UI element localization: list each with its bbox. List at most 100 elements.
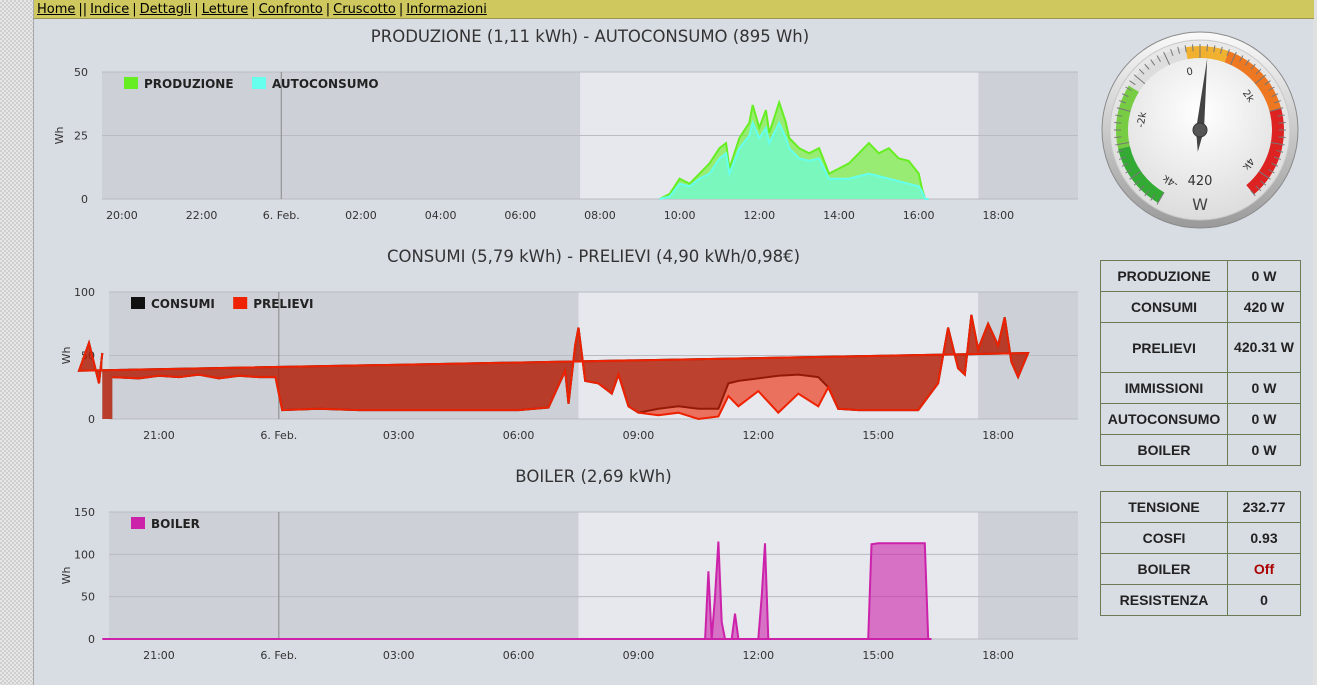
gauge-tick [1226, 49, 1230, 56]
gauge-tick [1213, 45, 1216, 53]
x-tick-label: 20:00 [106, 209, 138, 222]
row-value: 0 W [1227, 372, 1301, 404]
series-line-autoconsumo [659, 119, 929, 200]
table-row-tensione: TENSIONE 232.77 [1100, 491, 1301, 523]
legend-swatch-consumi[interactable] [131, 297, 145, 309]
row-label: AUTOCONSUMO [1100, 403, 1228, 435]
gauge-tick [1278, 122, 1286, 124]
legend-swatch-prelievi[interactable] [233, 297, 248, 309]
x-tick-label: 12:00 [742, 649, 774, 662]
legend-swatch-produzione[interactable] [124, 77, 138, 89]
gauge-tick [1184, 45, 1187, 53]
y-axis-label: Wh [60, 567, 73, 585]
x-tick-label: 09:00 [623, 429, 655, 442]
row-label: BOILER [1100, 553, 1228, 585]
table-row-immissioni: IMMISSIONI 0 W [1100, 372, 1301, 404]
gauge-tick [1278, 136, 1286, 138]
gauge-tick [1138, 185, 1145, 192]
gauge-tick [1269, 107, 1284, 112]
series-line-produzione [659, 99, 929, 200]
x-tick-label: 6. Feb. [260, 429, 297, 442]
legend-swatch-boiler[interactable] [131, 517, 145, 529]
table-row-resistenza: RESISTENZA 0 [1100, 584, 1301, 616]
gauge-tick [1150, 194, 1156, 201]
gauge-tick [1125, 86, 1132, 91]
gauge-tick [1192, 44, 1194, 52]
legend-label-produzione[interactable]: PRODUZIONE [144, 77, 234, 91]
gauge-tick [1239, 55, 1244, 62]
legend-label-boiler[interactable]: BOILER [151, 517, 200, 531]
legend-label-autoconsumo[interactable]: AUTOCONSUMO [272, 77, 379, 91]
x-tick-label: 03:00 [383, 649, 415, 662]
x-tick-label: 15:00 [862, 429, 894, 442]
table-row-produzione: PRODUZIONE 0 W [1100, 260, 1301, 292]
menu-link-dettagli[interactable]: Dettagli [139, 2, 192, 17]
y-tick-label: 50 [74, 66, 88, 79]
y-tick-label: 0 [88, 413, 95, 426]
menu-link-indice[interactable]: Indice [90, 2, 130, 17]
gauge-tick [1277, 114, 1285, 117]
chart-title: CONSUMI (5,79 kWh) - PRELIEVI (4,90 kWh/… [387, 247, 800, 266]
gauge-tick [1163, 51, 1171, 65]
table-row-prelievi: PRELIEVI 420.31 W [1100, 322, 1301, 373]
menu-link-letture[interactable]: Letture [201, 2, 249, 17]
menu-link-cruscotto[interactable]: Cruscotto [333, 2, 396, 17]
menu-separator: | [132, 2, 137, 17]
menu-separator: | [194, 2, 199, 17]
chart-title: BOILER (2,69 kWh) [515, 467, 671, 486]
legend-label-prelievi[interactable]: PRELIEVI [253, 297, 313, 311]
gauge-tick [1271, 162, 1279, 167]
row-value: 0 W [1227, 260, 1301, 292]
gauge-tick [1133, 74, 1146, 85]
boiler-chart: 0 50 100 150 Wh 21:00 6. Feb. 03:00 06:00 09:00 12… [60, 467, 1078, 662]
top-menu: Home || Indice | Dettagli | Letture | Confronto |… [34, 0, 1314, 19]
gauge-tick [1274, 100, 1281, 104]
legend-label-consumi[interactable]: CONSUMI [151, 297, 215, 311]
x-tick-label: 22:00 [186, 209, 218, 222]
gauge-band-red [1246, 108, 1284, 195]
right-scrollbar-edge [1313, 0, 1317, 685]
gauge-tick [1116, 149, 1124, 153]
x-tick-label: 18:00 [982, 429, 1014, 442]
live-values-table: PRODUZIONE 0 W CONSUMI 420 W PRELIEVI 420.31 … [1100, 260, 1301, 466]
x-tick-label: 18:00 [982, 209, 1014, 222]
gauge-tick [1268, 169, 1275, 174]
gauge-tick [1270, 142, 1285, 146]
gauge-tick [1258, 170, 1271, 180]
menu-link-informazioni[interactable]: Informazioni [406, 2, 487, 17]
x-tick-label: 06:00 [503, 649, 535, 662]
gauge-tick [1264, 80, 1271, 86]
x-tick-label: 04:00 [425, 209, 457, 222]
gauge-tick [1114, 122, 1122, 124]
row-value: 0 W [1227, 403, 1301, 435]
x-tick-label: 08:00 [584, 209, 616, 222]
row-label: IMMISSIONI [1100, 372, 1228, 404]
legend-swatch-autoconsumo[interactable] [252, 77, 266, 89]
y-axis-label: Wh [53, 127, 66, 145]
x-tick-label: 6. Feb. [260, 649, 297, 662]
row-label: PRODUZIONE [1100, 260, 1228, 292]
x-tick-label: 03:00 [383, 429, 415, 442]
row-label: TENSIONE [1100, 491, 1228, 523]
y-tick-label: 50 [81, 591, 95, 604]
table-row-cosfi: COSFI 0.93 [1100, 522, 1301, 554]
gauge-tick [1150, 59, 1156, 66]
row-label: PRELIEVI [1100, 322, 1228, 373]
gauge-tick [1114, 136, 1122, 138]
menu-link-home[interactable]: Home [37, 2, 76, 17]
gauge-band-orange [1224, 51, 1282, 112]
gauge-tick [1268, 86, 1275, 91]
x-tick-label: 14:00 [823, 209, 855, 222]
gauge-tick [1138, 68, 1145, 75]
menu-separator: | [398, 2, 404, 17]
gauge-tick [1121, 162, 1129, 167]
consumi-chart: 050100Wh21:006. Feb.03:0006:0009:0012:00… [60, 247, 1078, 442]
series-area-prelievi [79, 314, 1029, 419]
gauge-tick [1119, 100, 1126, 104]
x-tick-label: 21:00 [143, 649, 175, 662]
gauge-tick [1119, 156, 1126, 160]
gauge-tick [1144, 63, 1150, 70]
menu-link-confronto[interactable]: Confronto [258, 2, 323, 17]
row-value: 0.93 [1227, 522, 1301, 554]
